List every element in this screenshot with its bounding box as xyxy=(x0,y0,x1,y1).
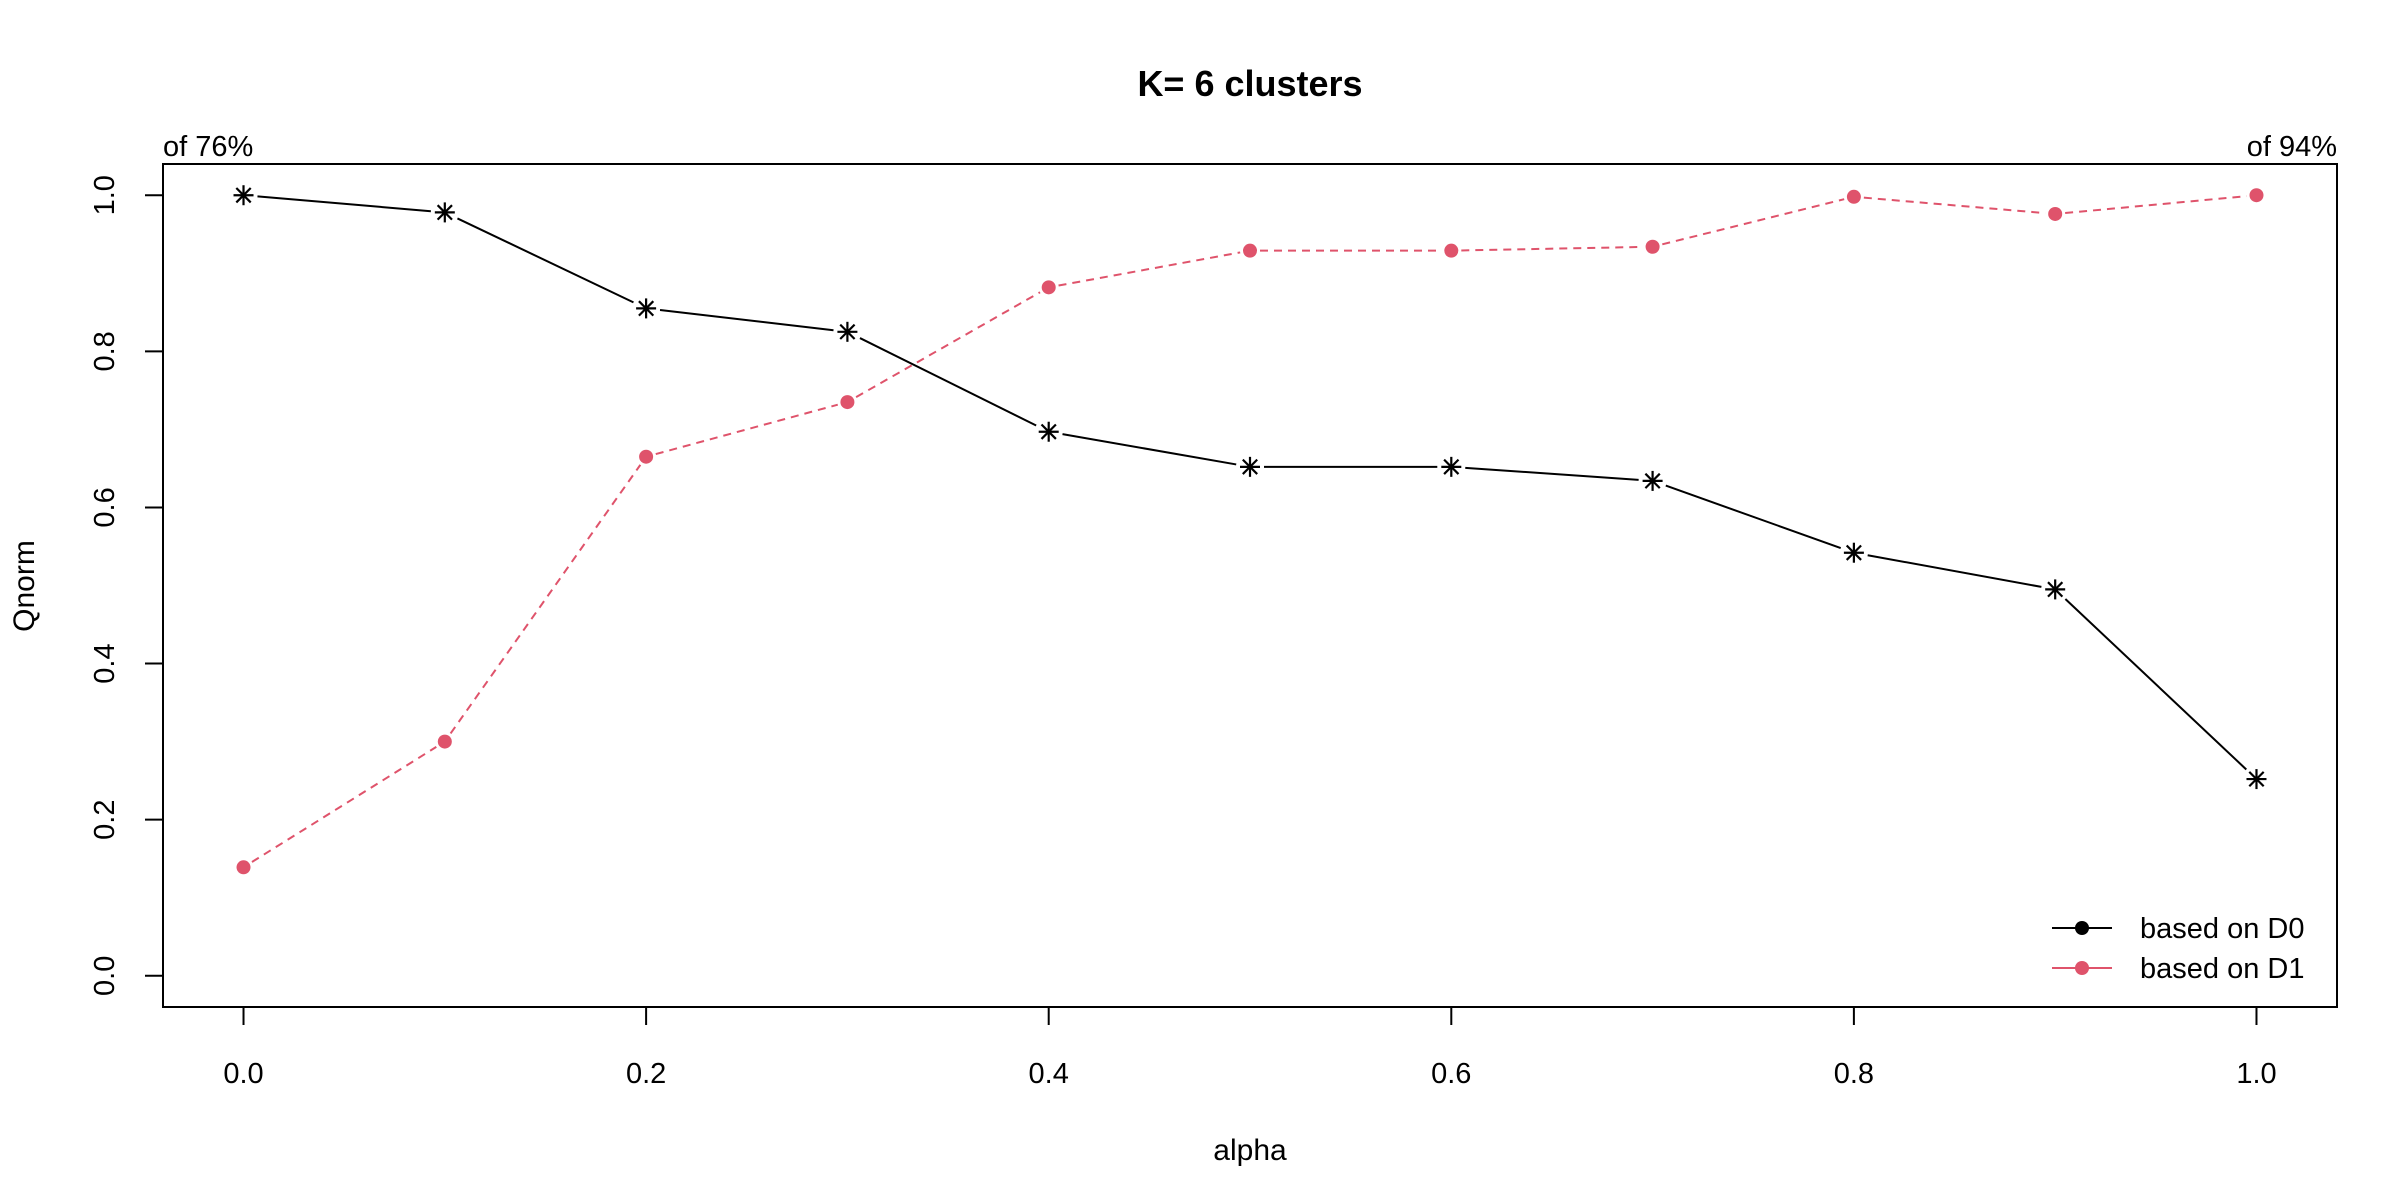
data-point-asterisk xyxy=(636,298,657,319)
data-point-asterisk xyxy=(1441,456,1462,477)
data-point-dot xyxy=(437,734,452,749)
series-2-segment xyxy=(251,746,437,863)
data-point-asterisk xyxy=(1843,542,1864,563)
series-2-segment xyxy=(1058,251,1241,287)
series-2-segment xyxy=(1461,245,1643,252)
x-tick-label: 0.4 xyxy=(1029,1058,1069,1090)
data-point-dot xyxy=(236,860,251,875)
data-point-dot xyxy=(1243,243,1257,258)
y-axis: 0.0 0.2 0.4 0.6 0.8 1.0 xyxy=(89,175,164,996)
y-axis-label: Qnorm xyxy=(8,540,41,632)
series-1-segment xyxy=(1867,554,2042,588)
series-2-segment xyxy=(1662,198,1845,246)
plot-frame xyxy=(162,163,2338,1008)
data-point-asterisk xyxy=(434,202,455,223)
x-axis: 0.0 0.2 0.4 0.6 0.8 1.0 xyxy=(223,1006,2277,1090)
series-1-segment xyxy=(2064,598,2247,771)
data-point-dot xyxy=(840,395,855,410)
series-2-segment xyxy=(2065,195,2247,215)
series-1-segment xyxy=(859,337,1037,427)
x-tick-label: 0.6 xyxy=(1431,1058,1471,1090)
legend-marker-d1 xyxy=(2075,961,2089,975)
series-layer xyxy=(233,185,2267,875)
y-tick-label: 0.6 xyxy=(89,487,121,527)
data-point-asterisk xyxy=(1642,470,1663,491)
x-tick-label: 0.0 xyxy=(223,1058,263,1090)
data-point-asterisk xyxy=(1038,421,1059,442)
series-2 xyxy=(236,188,2264,875)
legend: based on D0 based on D1 xyxy=(2052,913,2304,985)
y-tick-label: 0.2 xyxy=(89,800,121,840)
series-1-segment xyxy=(257,195,431,213)
data-point-dot xyxy=(639,449,654,464)
series-1-segment xyxy=(1665,484,1842,549)
x-tick-label: 1.0 xyxy=(2236,1058,2276,1090)
legend-entry-d1: based on D1 xyxy=(2052,953,2304,985)
corner-label-right: of 94% xyxy=(2247,131,2337,163)
data-point-asterisk xyxy=(2246,769,2267,790)
chart-title: K= 6 clusters xyxy=(1137,63,1362,104)
y-tick-label: 0.4 xyxy=(89,643,121,683)
legend-label-d0: based on D0 xyxy=(2140,913,2304,945)
y-tick-label: 0.8 xyxy=(89,331,121,371)
data-point-asterisk xyxy=(1240,456,1260,477)
data-point-dot xyxy=(1645,239,1660,254)
series-2-segment xyxy=(855,291,1041,398)
data-point-dot xyxy=(2048,206,2063,221)
legend-marker-d0 xyxy=(2075,921,2089,935)
series-1-segment xyxy=(659,309,834,332)
corner-label-left: of 76% xyxy=(163,131,253,163)
data-point-asterisk xyxy=(837,321,858,342)
x-axis-label: alpha xyxy=(1213,1134,1287,1167)
series-2-segment xyxy=(1863,196,2046,215)
x-tick-label: 0.2 xyxy=(626,1058,666,1090)
y-tick-label: 1.0 xyxy=(89,175,121,215)
legend-label-d1: based on D1 xyxy=(2140,953,2304,985)
data-point-dot xyxy=(1041,280,1056,295)
y-tick-label: 0.0 xyxy=(89,956,121,996)
data-point-asterisk xyxy=(233,185,254,206)
legend-entry-d0: based on D0 xyxy=(2052,913,2304,945)
data-point-dot xyxy=(2249,188,2264,203)
series-2-segment xyxy=(449,464,642,735)
series-1-segment xyxy=(1062,433,1237,466)
data-point-dot xyxy=(1444,243,1459,258)
series-1 xyxy=(233,185,2267,790)
series-1-segment xyxy=(1465,466,1639,481)
data-point-asterisk xyxy=(2045,579,2066,600)
x-tick-label: 0.8 xyxy=(1834,1058,1874,1090)
series-1-segment xyxy=(457,217,634,304)
series-2-segment xyxy=(655,403,839,456)
data-point-dot xyxy=(1846,189,1861,204)
